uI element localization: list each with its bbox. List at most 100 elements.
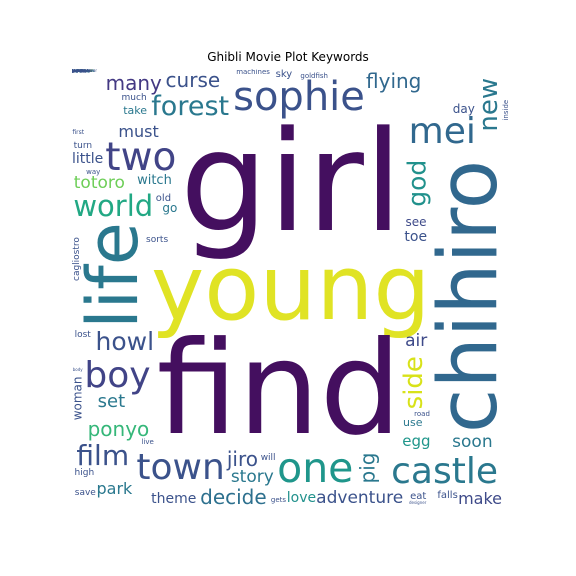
word-ponyo: ponyo <box>87 417 150 442</box>
word-porco: porco <box>72 69 84 73</box>
word-toe: toe <box>404 229 428 245</box>
word-meet: meet <box>72 69 83 73</box>
word-explore: explore <box>72 69 87 73</box>
word-god: god <box>402 160 432 208</box>
word-country: country <box>72 69 88 73</box>
word-theme: theme <box>151 491 197 507</box>
word-house: house <box>72 69 85 73</box>
word-lost: lost <box>74 330 91 341</box>
word-encounter: encounter <box>72 69 93 73</box>
word-bathhouse: bathhouse <box>72 69 94 73</box>
word-ashitaka: ashitaka <box>72 69 89 73</box>
word-princess: princess <box>72 69 89 73</box>
word-ocean: ocean <box>72 69 85 73</box>
word-cagliostro: cagliostro <box>72 237 83 282</box>
word-grow: grow <box>72 69 82 73</box>
word-use: use <box>403 416 423 430</box>
word-little: little <box>72 150 104 167</box>
word-machines: machines <box>236 69 270 77</box>
word-year-old: year old <box>72 69 89 73</box>
word-inhabited: inhabited <box>72 69 91 73</box>
word-totoro: totoro <box>73 173 125 194</box>
word-jigen: jigen <box>72 69 82 73</box>
word-much: much <box>121 92 147 103</box>
word-goldfish: goldfish <box>300 71 328 80</box>
word-adventure: adventure <box>316 488 404 507</box>
word-story: story <box>230 467 274 488</box>
word-spirits: spirits <box>72 69 85 73</box>
word-many: many <box>105 71 162 96</box>
word-town: town <box>136 446 225 488</box>
word-friend: friend <box>72 69 84 73</box>
word-rescuing: rescuing <box>72 69 90 73</box>
word-boy: boy <box>84 355 151 397</box>
word-park: park <box>96 479 133 499</box>
word-road: road <box>414 409 430 418</box>
word-beautiful: beautiful <box>72 69 90 73</box>
word-casino: casino <box>72 69 85 73</box>
word-learn: learn <box>72 69 83 73</box>
word-eat: eat <box>410 490 427 502</box>
word-witch: witch <box>137 173 172 189</box>
word-small: small <box>72 69 83 73</box>
word-air: air <box>405 330 428 351</box>
word-howl: howl <box>95 327 155 357</box>
word-warrior: warrior <box>72 69 87 73</box>
word-named: named <box>72 69 86 73</box>
word-contract: contract <box>72 69 89 73</box>
word-airplane: airplane <box>72 69 89 73</box>
word-restaurant: restaurant <box>72 69 93 73</box>
word-curse: curse <box>165 69 221 92</box>
word-her-parents: her parents <box>72 69 96 73</box>
word-jiro: jiro <box>226 447 258 472</box>
word-castle: castle <box>391 451 498 492</box>
word-village: village <box>72 69 86 73</box>
word-becomes: becomes <box>72 69 91 73</box>
word-dreams: dreams <box>72 69 87 73</box>
word-young: young <box>151 235 431 341</box>
word-set: set <box>97 390 126 412</box>
word-moving: moving <box>72 69 87 73</box>
word-human: human <box>72 69 86 73</box>
word-love: love <box>286 489 317 506</box>
word-will: will <box>260 452 276 463</box>
word-around: around <box>72 69 87 73</box>
word-mei: mei <box>408 110 476 152</box>
word-flying: flying <box>366 69 422 94</box>
word-including: including <box>72 69 91 73</box>
word-lupin: lupin <box>72 69 82 73</box>
word-creature: creature <box>72 69 89 73</box>
word-life: life <box>72 222 155 329</box>
word-one: one <box>277 444 354 493</box>
word-two: two <box>105 134 177 180</box>
word-sky: sky <box>275 69 293 80</box>
word-must: must <box>118 121 159 141</box>
word-catbus: catbus <box>72 69 86 73</box>
word-save: save <box>74 488 96 499</box>
word-sophie: sophie <box>233 74 365 121</box>
word-way: way <box>86 167 101 176</box>
word-strange: strange <box>72 69 88 73</box>
word-make: make <box>458 489 502 507</box>
word-short: short <box>72 69 83 73</box>
word-turn: turn <box>73 140 93 151</box>
word-money: money <box>72 69 86 73</box>
word-chihiro: chihiro <box>422 160 510 434</box>
word-magical: magical <box>72 69 88 73</box>
word-woman: woman <box>72 376 85 421</box>
word-demon: demon <box>72 69 86 73</box>
word-girl: girl <box>179 101 403 264</box>
word-old: old <box>155 192 172 204</box>
word-sorts: sorts <box>146 234 169 245</box>
word-find: find <box>156 314 402 465</box>
chart-title: Ghibli Movie Plot Keywords <box>207 50 369 64</box>
word-live: live <box>141 438 154 447</box>
word-home: home <box>72 69 84 73</box>
word-great: great <box>72 69 83 73</box>
word-egg: egg <box>402 432 431 451</box>
word-first: first <box>72 128 85 136</box>
word-sosuke: sosuke <box>72 69 86 73</box>
word-children: children <box>72 69 89 73</box>
word-see: see <box>405 215 427 230</box>
